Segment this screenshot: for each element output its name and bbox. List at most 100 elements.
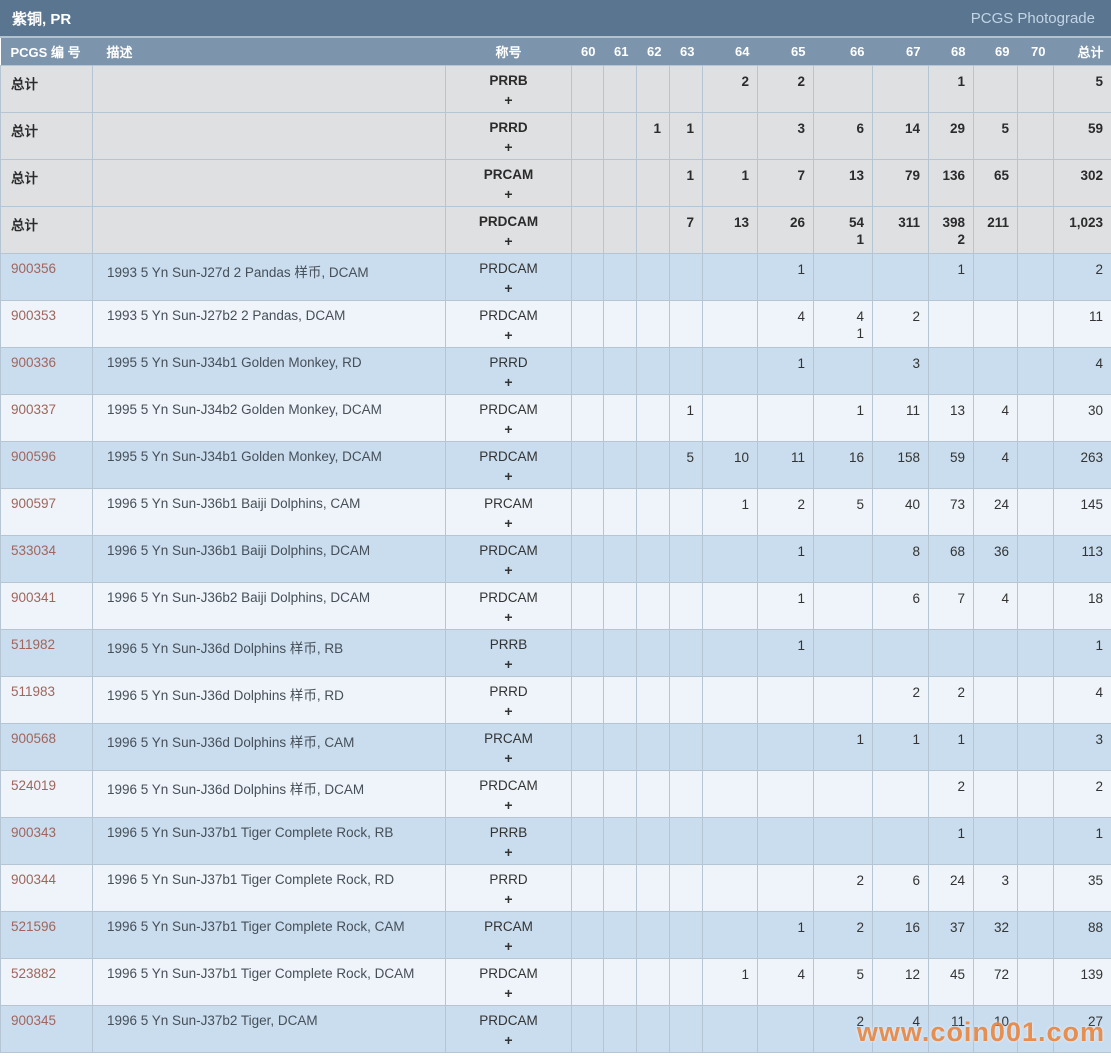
grade-69-count: 32 bbox=[973, 910, 1018, 959]
coin-description: 1996 5 Yn Sun-J37b1 Tiger Complete Rock,… bbox=[92, 910, 446, 959]
grade-63-count bbox=[669, 722, 703, 771]
grade-66-count bbox=[813, 252, 873, 301]
pcgs-number-link[interactable]: 900596 bbox=[11, 448, 57, 464]
grade-67-count bbox=[872, 816, 929, 865]
pcgs-number-link[interactable]: 523882 bbox=[11, 965, 57, 981]
grade-68-count: 29 bbox=[928, 111, 974, 160]
grade-66-count bbox=[813, 534, 873, 583]
coin-description: 1996 5 Yn Sun-J37b1 Tiger Complete Rock,… bbox=[92, 863, 446, 912]
column-header-grade-63: 63 bbox=[669, 38, 703, 65]
row-total-count: 4 bbox=[1053, 675, 1111, 724]
pcgs-number-cell: 900596 bbox=[0, 440, 93, 489]
grade-64-count bbox=[702, 534, 758, 583]
row-total-count: 30 bbox=[1053, 393, 1111, 442]
grade-63-count bbox=[669, 534, 703, 583]
column-header-total: 总计 bbox=[1053, 38, 1111, 65]
grade-69-count: 3 bbox=[973, 863, 1018, 912]
plus-sign: + bbox=[504, 514, 513, 531]
pcgs-number-cell: 521596 bbox=[0, 910, 93, 959]
grade-66-count bbox=[813, 581, 873, 630]
grade-63-count: 1 bbox=[669, 158, 703, 207]
grade-62-count bbox=[636, 1004, 670, 1053]
grade-65-count bbox=[757, 769, 814, 818]
population-table-body: 总计 PRRB +2 2 1 5 总计 PRRD +1 1 3 6 14 29 5 59 总计 PRCAM +1 1 7… bbox=[0, 64, 1111, 1053]
coin-description: 1996 5 Yn Sun-J36b1 Baiji Dolphins, DCAM bbox=[92, 534, 446, 583]
designation-cell: PRDCAM + bbox=[445, 393, 572, 442]
plus-sign: + bbox=[504, 608, 513, 625]
coin-description bbox=[92, 205, 446, 254]
grade-69-count: 4 bbox=[973, 581, 1018, 630]
grade-62-count bbox=[636, 581, 670, 630]
grade-67-count: 79 bbox=[872, 158, 929, 207]
designation-cell: PRDCAM + bbox=[445, 1004, 572, 1053]
grade-68-count: 2 bbox=[928, 675, 974, 724]
grade-67-count bbox=[872, 252, 929, 301]
grade-64-count bbox=[702, 111, 758, 160]
grade-68-count: 59 bbox=[928, 440, 974, 489]
pcgs-number-link[interactable]: 900344 bbox=[11, 871, 57, 887]
pcgs-number-link[interactable]: 900597 bbox=[11, 495, 57, 511]
grade-66-count: 54 1 bbox=[813, 205, 873, 254]
grade-69-count: 211 bbox=[973, 205, 1018, 254]
pcgs-number-link[interactable]: 900337 bbox=[11, 401, 57, 417]
row-total-count: 2 bbox=[1053, 252, 1111, 301]
grade-61-count bbox=[603, 628, 637, 677]
coin-description bbox=[92, 111, 446, 160]
grade-64-count bbox=[702, 722, 758, 771]
coin-description: 1996 5 Yn Sun-J37b1 Tiger Complete Rock,… bbox=[92, 957, 446, 1006]
plus-sign: + bbox=[504, 91, 513, 108]
pcgs-number-cell: 总计 bbox=[0, 158, 93, 207]
grade-62-count bbox=[636, 957, 670, 1006]
grade-60-count bbox=[571, 863, 604, 912]
grade-61-count bbox=[603, 440, 637, 489]
grade-65-count: 4 bbox=[757, 957, 814, 1006]
coin-description: 1995 5 Yn Sun-J34b1 Golden Monkey, RD bbox=[92, 346, 446, 395]
pcgs-number-link[interactable]: 524019 bbox=[11, 777, 57, 793]
designation-label: PRRD bbox=[489, 871, 528, 887]
pcgs-number-link[interactable]: 900568 bbox=[11, 730, 57, 746]
grade-69-count: 10 bbox=[973, 1004, 1018, 1053]
pcgs-number-cell: 900345 bbox=[0, 1004, 93, 1053]
designation-label: PRCAM bbox=[483, 166, 534, 182]
pcgs-number-link[interactable]: 900353 bbox=[11, 307, 57, 323]
grade-69-count bbox=[973, 675, 1018, 724]
grade-65-count: 1 bbox=[757, 628, 814, 677]
total-label: 总计 bbox=[11, 217, 38, 233]
pcgs-number-cell: 524019 bbox=[0, 769, 93, 818]
pcgs-number-link[interactable]: 511982 bbox=[11, 636, 56, 652]
grade-61-count bbox=[603, 1004, 637, 1053]
column-header-grade-61: 61 bbox=[603, 38, 637, 65]
grade-61-count bbox=[603, 534, 637, 583]
plus-sign: + bbox=[504, 843, 513, 860]
coin-description: 1995 5 Yn Sun-J34b2 Golden Monkey, DCAM bbox=[92, 393, 446, 442]
grade-70-count bbox=[1017, 910, 1054, 959]
designation-label: PRRD bbox=[489, 354, 528, 370]
row-total-count: 5 bbox=[1053, 64, 1111, 113]
row-total-count: 139 bbox=[1053, 957, 1111, 1006]
pcgs-number-link[interactable]: 533034 bbox=[11, 542, 57, 558]
grade-67-count: 2 bbox=[872, 299, 929, 348]
pcgs-number-link[interactable]: 900336 bbox=[11, 354, 57, 370]
pcgs-number-link[interactable]: 900345 bbox=[11, 1012, 57, 1028]
coin-row: 533034 1996 5 Yn Sun-J36b1 Baiji Dolphins… bbox=[0, 534, 1111, 583]
coin-row: 900353 1993 5 Yn Sun-J27b2 2 Pandas, DCAM… bbox=[0, 299, 1111, 348]
grade-62-count bbox=[636, 628, 670, 677]
grade-65-count: 7 bbox=[757, 158, 814, 207]
grade-66-count bbox=[813, 769, 873, 818]
grade-66-count bbox=[813, 346, 873, 395]
pcgs-number-link[interactable]: 521596 bbox=[11, 918, 57, 934]
grade-63-count bbox=[669, 957, 703, 1006]
grade-60-count bbox=[571, 910, 604, 959]
pcgs-number-link[interactable]: 900341 bbox=[11, 589, 57, 605]
grade-62-count bbox=[636, 299, 670, 348]
grade-62-count bbox=[636, 722, 670, 771]
grade-64-count: 10 bbox=[702, 440, 758, 489]
pcgs-number-link[interactable]: 900356 bbox=[11, 260, 57, 276]
grade-67-count bbox=[872, 628, 929, 677]
pcgs-number-link[interactable]: 900343 bbox=[11, 824, 57, 840]
grade-60-count bbox=[571, 628, 604, 677]
pcgs-photograde-link[interactable]: PCGS Photograde bbox=[970, 9, 1095, 27]
grade-69-count: 72 bbox=[973, 957, 1018, 1006]
pcgs-number-link[interactable]: 511983 bbox=[11, 683, 56, 699]
designation-cell: PRDCAM + bbox=[445, 205, 572, 254]
